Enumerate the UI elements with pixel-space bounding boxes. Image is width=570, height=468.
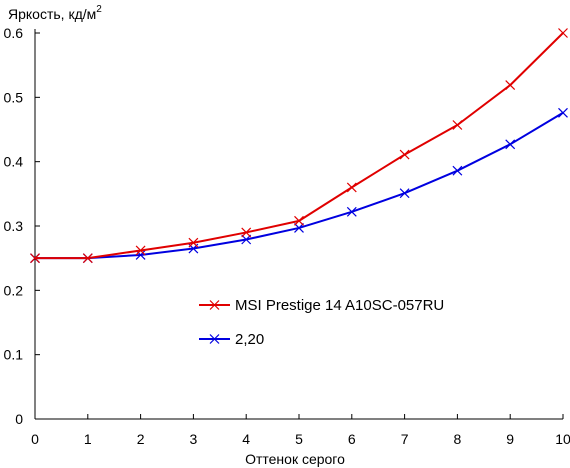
legend-swatch-marker <box>209 334 220 344</box>
series-1-point <box>399 188 410 199</box>
series-0-point <box>30 253 40 264</box>
y-tick-label: 0.5 <box>4 89 24 105</box>
x-axis-ticks: 0 1 2 3 4 5 6 7 8 9 10 <box>31 414 570 447</box>
y-axis-title-superscript: 2 <box>96 4 102 15</box>
series-1-point <box>135 250 146 260</box>
series-layer <box>30 28 568 264</box>
series-0-point <box>241 227 252 238</box>
x-tick-label: 0 <box>31 431 39 447</box>
series-0-point <box>399 149 410 160</box>
x-tick-label: 1 <box>84 431 92 447</box>
y-axis-title: Яркость, кд/м2 <box>8 4 102 22</box>
series-0-point <box>294 215 304 226</box>
series-0-point <box>188 237 199 248</box>
y-tick-label: 0.1 <box>4 347 24 363</box>
legend-item: MSI Prestige 14 A10SC-057RU <box>199 297 444 314</box>
series-line-0 <box>35 32 564 260</box>
y-tick-label: 0.3 <box>4 218 24 234</box>
series-line-1 <box>35 111 564 260</box>
legend-label: 2,20 <box>235 331 264 348</box>
x-tick-label: 8 <box>454 431 462 447</box>
series-0-point <box>82 253 93 264</box>
x-tick-label: 9 <box>506 431 514 447</box>
y-tick-label: 0.4 <box>4 154 24 170</box>
series-1-point <box>294 223 304 233</box>
x-tick-label: 10 <box>555 431 570 447</box>
series-0-point <box>558 28 568 38</box>
y-axis-ticks: 0 0.1 0.2 0.3 0.4 0.5 0.6 <box>4 25 40 427</box>
y-axis-title-main: Яркость, кд/м <box>8 6 96 22</box>
x-tick-label: 3 <box>190 431 198 447</box>
x-tick-label: 6 <box>348 431 356 447</box>
legend-swatch-marker <box>209 300 220 310</box>
x-axis-title: Оттенок серого <box>245 451 345 467</box>
series-0-point <box>346 182 357 193</box>
y-tick-label: 0.2 <box>4 282 24 298</box>
x-tick-label: 5 <box>295 431 303 447</box>
legend-label: MSI Prestige 14 A10SC-057RU <box>235 297 444 314</box>
y-tick-label: 0.6 <box>4 25 24 41</box>
axes <box>34 29 563 420</box>
series-1-point <box>346 206 357 217</box>
series-1-point <box>241 234 252 245</box>
x-tick-label: 4 <box>242 431 250 447</box>
series-0-point <box>452 120 463 130</box>
series-0-point <box>505 80 516 91</box>
series-1-point <box>452 165 463 176</box>
legend: MSI Prestige 14 A10SC-057RU 2,20 <box>199 297 444 348</box>
series-1-point <box>558 107 568 118</box>
x-tick-label: 2 <box>137 431 145 447</box>
y-tick-label: 0 <box>15 411 23 427</box>
series-1-point <box>505 139 516 150</box>
x-tick-label: 7 <box>401 431 409 447</box>
series-0-point <box>135 245 146 256</box>
legend-item: 2,20 <box>199 331 264 348</box>
